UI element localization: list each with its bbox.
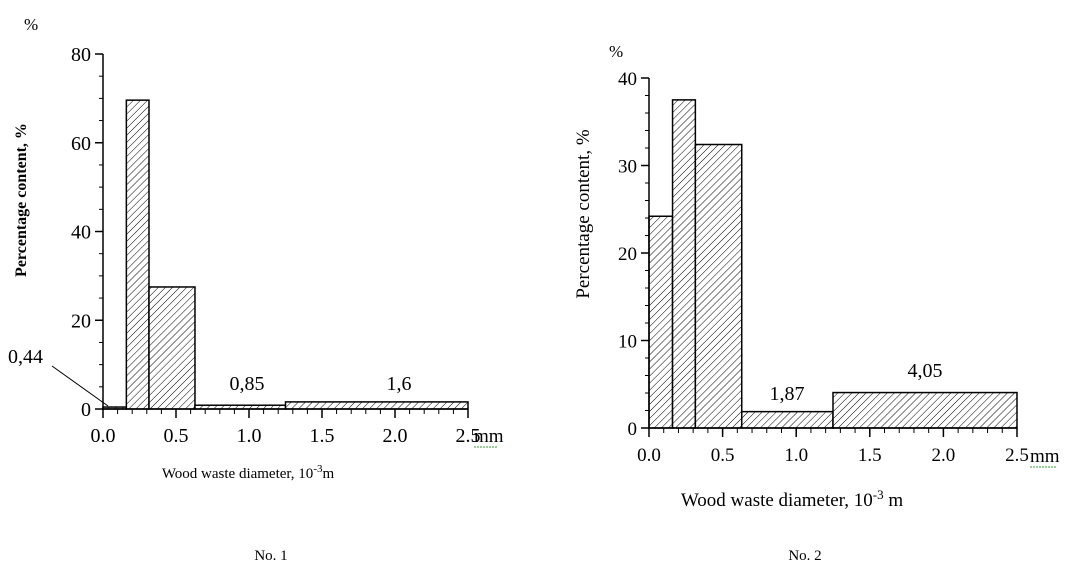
chart-1-y-tick-label: 80 <box>71 44 91 66</box>
chart-2-x-unit: mm <box>1030 446 1060 467</box>
chart-1-x-tick-label: 0.0 <box>91 425 116 447</box>
chart-1-annotation-leader <box>51 365 109 407</box>
chart-2-annotation-1: 4,05 <box>908 360 943 382</box>
chart-2-bar-0 <box>648 215 674 429</box>
chart-1-bar-1 <box>125 99 150 410</box>
chart-2-percent-sign: % <box>609 42 623 61</box>
chart-2-x-tick-label: 1.5 <box>858 445 882 466</box>
chart-2-y-tick-label: 0 <box>628 419 638 440</box>
chart-1-annotation-2: 1,6 <box>387 373 412 395</box>
chart-1-x-tick-label: 2.0 <box>383 425 408 447</box>
chart-2-x-tick-label: 2.5 <box>1005 445 1029 466</box>
chart-2: % Percentage content, % 0.0 0.5 1.0 1.5 2.0 2… <box>573 42 1060 564</box>
chart-1-axes: 0.0 0.5 1.0 1.5 2.0 2.5 0 20 40 60 80 <box>71 44 481 447</box>
chart-1-x-tick-label: 0.5 <box>164 425 189 447</box>
chart-1-caption: No. 1 <box>254 548 287 564</box>
chart-1-x-unit: mm <box>474 426 504 447</box>
chart-2-y-tick-label: 20 <box>618 244 637 265</box>
chart-1-x-tick-label: 1.0 <box>237 425 262 447</box>
chart-1-y-tick-label: 60 <box>71 133 91 155</box>
chart-1-x-axis-label: Wood waste diameter, 10-3m <box>162 463 335 482</box>
chart-1-x-tick-label: 1.5 <box>310 425 335 447</box>
chart-2-x-tick-label: 1.0 <box>784 445 808 466</box>
chart-1-y-tick-label: 40 <box>71 222 91 244</box>
chart-1-annotation-0: 0,44 <box>8 346 43 368</box>
chart-1-x-tick-label: 2.5 <box>456 425 481 447</box>
chart-2-axes: 0.0 0.5 1.0 1.5 2.0 2.5 0 10 20 30 40 <box>618 69 1029 466</box>
chart-2-x-tick-label: 0.5 <box>711 445 735 466</box>
chart-1-bar-2 <box>148 286 196 410</box>
chart-2-y-axis-label: Percentage content, % <box>573 129 594 299</box>
chart-2-bar-2 <box>694 143 743 429</box>
chart-2-caption: No. 2 <box>788 548 821 564</box>
chart-2-x-tick-label: 2.0 <box>932 445 956 466</box>
chart-1-annotation-1: 0,85 <box>230 373 265 395</box>
chart-2-annotation-0: 1,87 <box>770 383 805 405</box>
chart-1-y-axis-label: Percentage content, % <box>13 123 30 277</box>
chart-2-x-tick-label: 0.0 <box>637 445 661 466</box>
chart-1-percent-sign: % <box>24 15 38 34</box>
chart-1: % Percentage content, % 0.0 0.5 1.0 1.5 2.0 2… <box>8 15 504 564</box>
chart-2-y-tick-label: 30 <box>618 157 637 178</box>
chart-2-bar-1 <box>671 99 697 429</box>
chart-2-y-tick-label: 10 <box>618 332 637 353</box>
chart-2-bars <box>648 99 1018 429</box>
chart-1-y-tick-label: 0 <box>81 399 91 421</box>
chart-2-y-tick-label: 40 <box>618 69 637 90</box>
chart-1-bars <box>102 99 469 410</box>
chart-1-bar-4 <box>284 401 469 410</box>
chart-1-y-tick-label: 20 <box>71 310 91 332</box>
chart-2-x-axis-label: Wood waste diameter, 10-3 m <box>681 487 903 511</box>
chart-2-bar-4 <box>832 391 1018 429</box>
chart-2-bar-3 <box>740 410 834 429</box>
